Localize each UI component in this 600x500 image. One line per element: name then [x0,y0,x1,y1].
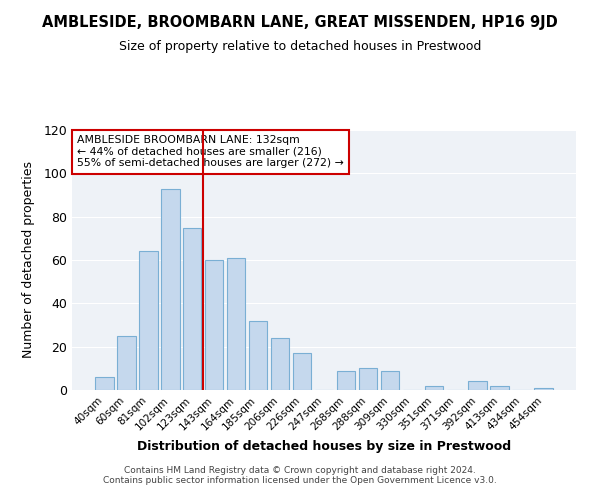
Bar [535,388,553,390]
Bar [293,353,311,390]
Bar [469,382,487,390]
Text: Contains HM Land Registry data © Crown copyright and database right 2024.
Contai: Contains HM Land Registry data © Crown c… [103,466,497,485]
Text: Size of property relative to detached houses in Prestwood: Size of property relative to detached ho… [119,40,481,53]
Bar [117,336,136,390]
Bar [161,188,179,390]
Bar [227,258,245,390]
Bar [205,260,223,390]
Bar [139,252,158,390]
Bar [271,338,289,390]
Y-axis label: Number of detached properties: Number of detached properties [22,162,35,358]
Bar [183,228,202,390]
Bar [359,368,377,390]
Bar [249,320,268,390]
Bar [425,386,443,390]
Bar [490,386,509,390]
Bar [380,370,399,390]
Text: AMBLESIDE, BROOMBARN LANE, GREAT MISSENDEN, HP16 9JD: AMBLESIDE, BROOMBARN LANE, GREAT MISSEND… [42,15,558,30]
Bar [337,370,355,390]
X-axis label: Distribution of detached houses by size in Prestwood: Distribution of detached houses by size … [137,440,511,453]
Text: AMBLESIDE BROOMBARN LANE: 132sqm
← 44% of detached houses are smaller (216)
55% : AMBLESIDE BROOMBARN LANE: 132sqm ← 44% o… [77,135,344,168]
Bar [95,377,113,390]
